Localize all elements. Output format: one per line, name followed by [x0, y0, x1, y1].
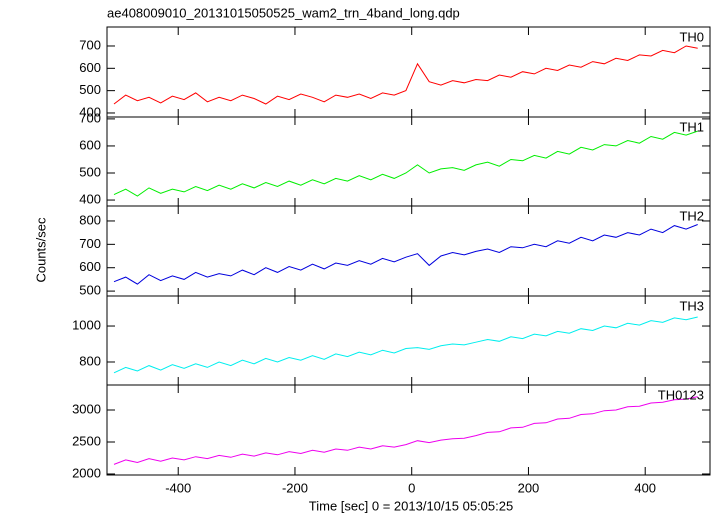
series-label: TH0123 — [658, 387, 704, 402]
y-axis-label: Counts/sec — [33, 217, 48, 283]
y-tick-label: 600 — [79, 137, 101, 152]
y-tick-label: 600 — [79, 259, 101, 274]
panel-frame — [106, 205, 711, 297]
y-tick-label: 2000 — [72, 465, 101, 480]
data-line — [113, 130, 698, 197]
panel-frame — [106, 116, 711, 207]
y-tick-label: 800 — [79, 353, 101, 368]
y-tick-label: 700 — [79, 236, 101, 251]
y-tick-label: 800 — [79, 212, 101, 227]
x-tick-label: 400 — [634, 480, 656, 495]
panel-frame — [106, 26, 711, 118]
data-line — [113, 316, 698, 374]
y-tick-label: 500 — [79, 164, 101, 179]
y-tick-label: 400 — [79, 104, 101, 119]
data-line — [113, 396, 698, 465]
series-label: TH0 — [679, 29, 704, 44]
chart-title: ae408009010_20131015050525_wam2_trn_4ban… — [107, 5, 460, 20]
x-tick-label: -200 — [282, 480, 308, 495]
series-label: TH3 — [679, 298, 704, 313]
x-tick-label: 200 — [518, 480, 540, 495]
y-tick-label: 3000 — [72, 401, 101, 416]
y-tick-label: 2500 — [72, 433, 101, 448]
y-tick-label: 700 — [79, 110, 101, 125]
x-tick-label: 0 — [408, 480, 415, 495]
y-tick-label: 600 — [79, 60, 101, 75]
x-tick-label: -400 — [165, 480, 191, 495]
x-axis-label: Time [sec] 0 = 2013/10/15 05:05:25 — [309, 498, 513, 513]
y-tick-label: 400 — [79, 191, 101, 206]
series-label: TH2 — [679, 208, 704, 223]
y-tick-label: 500 — [79, 283, 101, 298]
panel-frame — [106, 384, 711, 476]
data-line — [113, 224, 698, 285]
series-label: TH1 — [679, 119, 704, 134]
y-tick-label: 700 — [79, 37, 101, 52]
y-tick-label: 1000 — [72, 317, 101, 332]
data-line — [113, 45, 698, 105]
y-tick-label: 500 — [79, 82, 101, 97]
panel-frame — [106, 295, 711, 386]
